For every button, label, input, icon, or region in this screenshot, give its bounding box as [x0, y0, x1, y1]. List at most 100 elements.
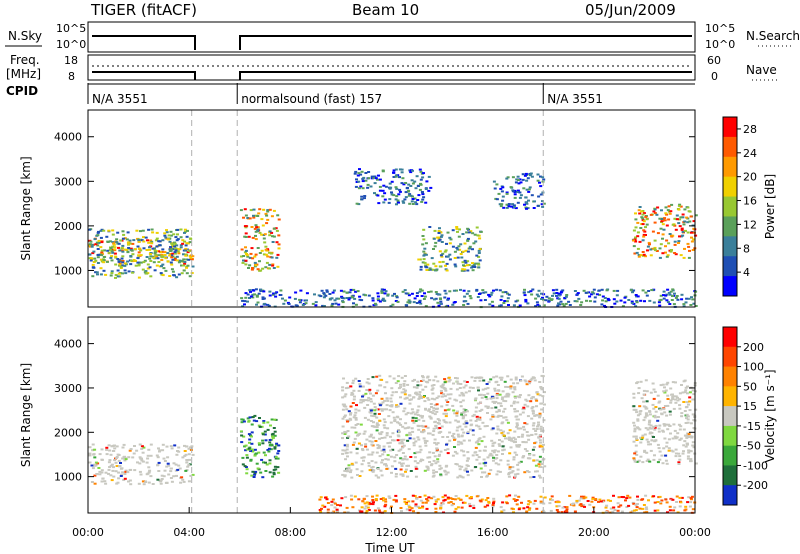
- range-gate-cell: [514, 438, 517, 441]
- range-gate-cell: [420, 430, 423, 433]
- range-gate-cell: [661, 237, 664, 240]
- range-gate-cell: [642, 235, 646, 238]
- range-gate-cell: [692, 302, 696, 305]
- range-gate-cell: [647, 443, 651, 446]
- range-gate-cell: [246, 300, 249, 303]
- range-gate-cell: [245, 468, 249, 471]
- range-gate-cell: [682, 223, 686, 226]
- range-gate-cell: [375, 375, 379, 378]
- range-gate-cell: [665, 255, 669, 258]
- range-gate-cell: [90, 258, 94, 261]
- range-gate-cell: [353, 437, 357, 440]
- range-gate-cell: [526, 207, 530, 210]
- range-gate-cell: [407, 500, 411, 503]
- range-gate-cell: [537, 463, 541, 466]
- range-gate-cell: [604, 506, 608, 509]
- range-gate-cell: [675, 495, 679, 498]
- range-gate-cell: [483, 425, 487, 428]
- range-gate-cell: [403, 498, 407, 501]
- range-gate-cell: [659, 294, 663, 297]
- range-gate-cell: [109, 464, 113, 467]
- range-gate-cell: [669, 387, 673, 390]
- range-gate-cell: [363, 195, 367, 197]
- range-gate-cell: [658, 256, 662, 259]
- range-gate-cell: [642, 253, 646, 256]
- range-gate-cell: [367, 464, 371, 467]
- range-gate-cell: [456, 410, 459, 413]
- range-gate-cell: [397, 429, 401, 431]
- range-gate-cell: [660, 209, 663, 212]
- range-gate-cell: [179, 246, 183, 249]
- range-gate-cell: [108, 449, 112, 452]
- range-gate-cell: [508, 466, 512, 469]
- range-gate-cell: [475, 418, 479, 421]
- range-gate-cell: [477, 266, 481, 269]
- range-gate-cell: [355, 452, 359, 455]
- range-gate-cell: [448, 290, 452, 293]
- range-gate-cell: [124, 458, 128, 461]
- range-gate-cell: [173, 252, 177, 255]
- range-gate-cell: [414, 417, 418, 420]
- range-gate-cell: [577, 499, 581, 502]
- range-gate-cell: [347, 298, 351, 301]
- panel-background: [88, 110, 695, 307]
- range-gate-cell: [119, 267, 123, 269]
- range-gate-cell: [686, 501, 690, 504]
- range-gate-cell: [373, 412, 377, 415]
- range-gate-cell: [169, 253, 173, 255]
- range-gate-cell: [256, 467, 260, 470]
- range-gate-cell: [252, 214, 255, 217]
- range-gate-cell: [615, 294, 619, 297]
- range-gate-cell: [376, 295, 380, 298]
- range-gate-cell: [131, 242, 135, 245]
- range-gate-cell: [387, 495, 391, 498]
- range-gate-cell: [137, 482, 141, 485]
- range-gate-cell: [358, 295, 362, 298]
- range-gate-cell: [492, 289, 495, 292]
- range-gate-cell: [416, 436, 420, 439]
- range-gate-cell: [678, 455, 682, 458]
- range-gate-cell: [495, 375, 499, 378]
- range-gate-cell: [412, 396, 416, 399]
- range-gate-cell: [672, 407, 676, 410]
- range-gate-cell: [681, 230, 685, 233]
- range-gate-cell: [99, 258, 103, 261]
- range-gate-cell: [528, 186, 532, 189]
- range-gate-cell: [686, 415, 690, 418]
- range-gate-cell: [506, 459, 510, 462]
- y-axis-label: Slant Range [km]: [19, 363, 33, 467]
- range-gate-cell: [347, 410, 351, 413]
- range-gate-cell: [539, 387, 543, 389]
- range-gate-cell: [453, 257, 457, 259]
- range-gate-cell: [524, 201, 528, 204]
- range-gate-cell: [384, 498, 387, 501]
- x-tick-label: 16:00: [477, 526, 509, 539]
- range-gate-cell: [462, 269, 466, 272]
- range-gate-cell: [151, 247, 155, 250]
- colorbar-segment: [723, 346, 737, 368]
- range-gate-cell: [437, 230, 441, 232]
- range-gate-cell: [257, 292, 261, 295]
- range-gate-cell: [496, 425, 500, 428]
- range-gate-cell: [438, 427, 442, 429]
- range-gate-cell: [427, 175, 431, 178]
- range-gate-cell: [409, 470, 413, 472]
- range-gate-cell: [454, 463, 458, 465]
- range-gate-cell: [466, 470, 469, 473]
- range-gate-cell: [147, 466, 151, 469]
- range-gate-cell: [506, 375, 510, 378]
- range-gate-cell: [632, 421, 636, 424]
- range-gate-cell: [460, 269, 464, 272]
- range-gate-cell: [506, 395, 510, 398]
- range-gate-cell: [644, 406, 648, 409]
- range-gate-cell: [513, 475, 517, 478]
- range-gate-cell: [481, 421, 485, 424]
- range-gate-cell: [275, 444, 278, 447]
- range-gate-cell: [501, 421, 505, 424]
- range-gate-cell: [322, 305, 326, 307]
- range-gate-cell: [128, 479, 132, 482]
- range-gate-cell: [170, 268, 174, 271]
- range-gate-cell: [244, 249, 248, 252]
- range-gate-cell: [423, 253, 427, 256]
- range-gate-cell: [489, 418, 493, 421]
